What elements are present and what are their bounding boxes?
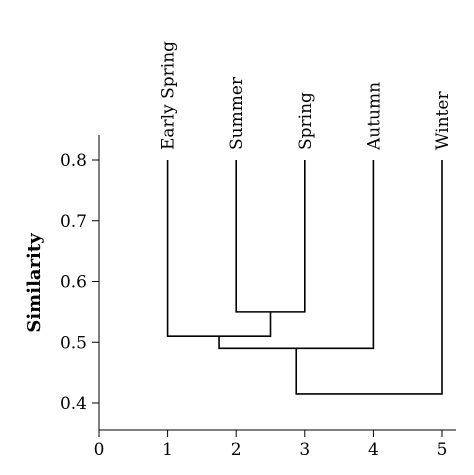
x-tick-label: 4 [368,440,379,460]
y-tick-label: 0.7 [60,212,87,232]
y-tick-label: 0.5 [60,333,87,353]
y-tick-label: 0.8 [60,151,87,171]
leaf-label: Early Spring [159,41,179,150]
leaf-label: Autumn [364,82,384,151]
dendrogram-links [166,160,443,395]
leaf-label: Winter [433,91,453,150]
y-axis-ticks: 0.4 0.5 0.6 0.7 0.8 [60,151,99,414]
x-axis-ticks: 0 1 2 3 4 5 [94,430,448,460]
dendrogram-link-4 [295,160,443,395]
x-tick-label: 2 [231,440,242,460]
axes: 0.4 0.5 0.6 0.7 0.8 0 1 2 3 4 5 [60,135,456,460]
y-tick-label: 0.4 [60,394,87,414]
leaf-label: Summer [227,76,247,150]
leaf-labels: Early Spring Summer Spring Autumn Winter [159,41,453,151]
dendrogram-link-1 [235,160,306,313]
x-tick-label: 0 [94,440,105,460]
y-tick-label: 0.6 [60,273,87,293]
x-tick-label: 3 [299,440,310,460]
dendrogram-link-3 [218,160,375,350]
dendrogram-link-2 [166,160,272,337]
leaf-label: Spring [296,92,316,150]
x-tick-label: 1 [162,440,173,460]
y-axis-title: Similarity [24,233,45,333]
x-tick-label: 5 [437,440,448,460]
